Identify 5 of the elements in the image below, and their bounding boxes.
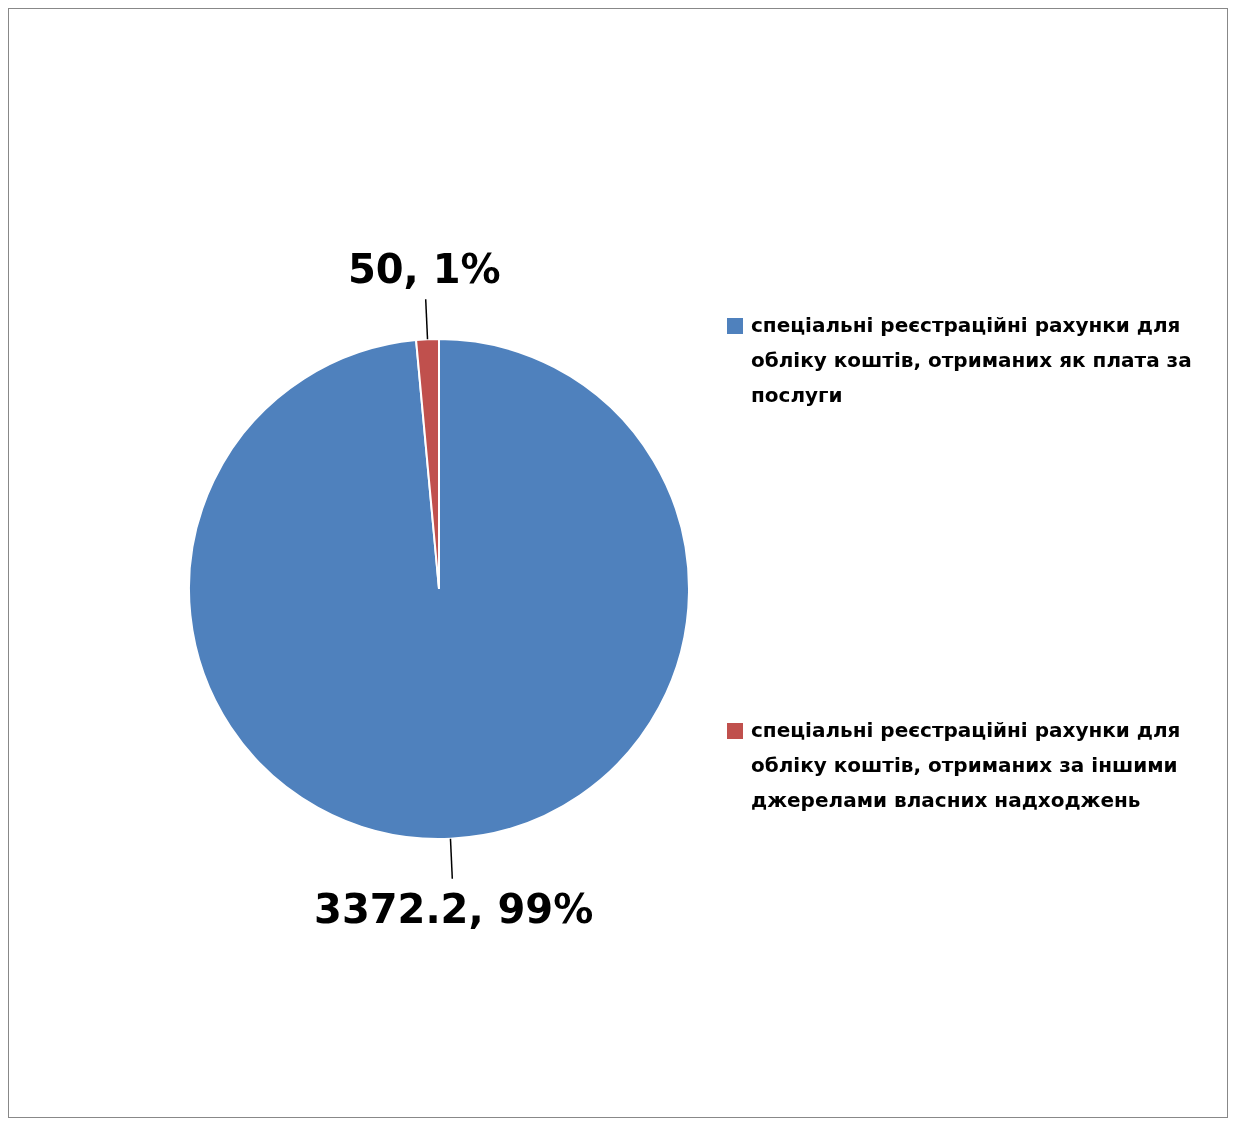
data-label: 3372.2, 99% (314, 885, 594, 932)
legend-label: спеціальні реєстраційні рахунки для обліку коштів, отриманих як плата за послуги (751, 312, 1193, 409)
data-label: 50, 1% (347, 246, 501, 293)
pie-slice (188, 338, 690, 840)
legend-label: спеціальні реєстраційні рахунки для обліку коштів, отриманих за іншими джерелами власних надходжень (751, 717, 1182, 814)
